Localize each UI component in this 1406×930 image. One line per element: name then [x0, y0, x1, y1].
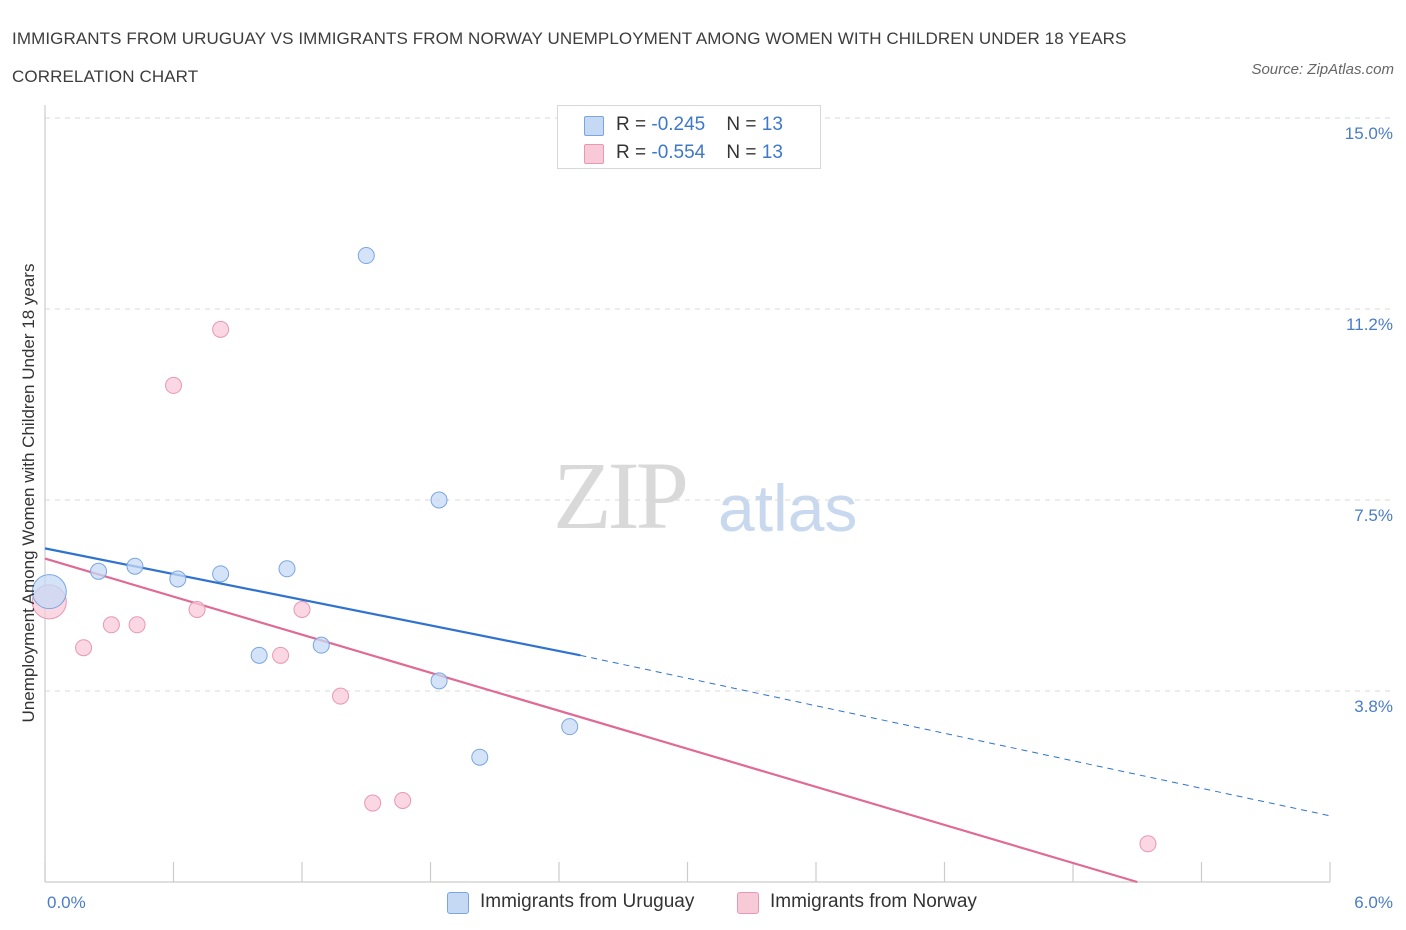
y-axis-label: Unemployment Among Women with Children U…	[19, 264, 38, 723]
norway-legend-label: Immigrants from Norway	[770, 891, 977, 912]
trend-lines	[44, 547, 1331, 884]
y-tick-label: 7.5%	[1354, 506, 1393, 525]
y-tick-label: 15.0%	[1345, 124, 1393, 143]
norway-point	[394, 792, 412, 810]
uruguay-legend-label: Immigrants from Uruguay	[480, 891, 695, 912]
uruguay-legend-swatch	[447, 892, 469, 914]
norway-point	[332, 687, 350, 705]
y-tick-label: 11.2%	[1346, 315, 1393, 334]
uruguay-point	[357, 247, 375, 265]
uruguay-point	[31, 574, 67, 610]
norway-point	[102, 616, 120, 634]
axes	[44, 105, 1331, 883]
uruguay-point	[430, 491, 448, 509]
r-label: R =	[616, 114, 652, 135]
norway-swatch	[584, 144, 604, 164]
n-label: N =	[726, 114, 762, 135]
y-tick-label: 3.8%	[1354, 697, 1393, 716]
uruguay-point	[312, 636, 330, 654]
n-label: N =	[726, 142, 762, 163]
uruguay-trend-extension	[580, 654, 1331, 817]
data-points	[31, 247, 1157, 853]
watermark-zip: ZIP	[553, 442, 689, 549]
correlation-legend: R = -0.245 N = 13 R = -0.554 N = 13	[557, 105, 821, 169]
x-tick-label-min: 0.0%	[47, 893, 86, 912]
tick-labels: 15.0% 11.2% 7.5% 3.8% 0.0% 6.0%	[47, 124, 1393, 912]
r-label: R =	[616, 142, 652, 163]
n-value-uruguay: 13	[761, 114, 783, 135]
legend-text-norway: R = -0.554 N = 13	[616, 139, 783, 167]
uruguay-point	[471, 748, 489, 766]
uruguay-point	[430, 672, 448, 690]
x-tick-label-max: 6.0%	[1354, 893, 1393, 912]
uruguay-trend-line	[44, 547, 581, 657]
uruguay-point	[561, 718, 579, 736]
norway-point	[128, 616, 146, 634]
norway-point	[188, 601, 206, 619]
uruguay-point	[90, 562, 108, 580]
uruguay-point	[169, 570, 187, 588]
norway-point	[364, 794, 382, 812]
uruguay-point	[212, 565, 230, 583]
norway-trend-line	[44, 557, 1138, 884]
uruguay-point	[126, 557, 144, 575]
chart-title: IMMIGRANTS FROM URUGUAY VS IMMIGRANTS FR…	[12, 29, 1127, 86]
norway-point	[1139, 835, 1157, 853]
r-value-norway: -0.554	[651, 142, 706, 163]
uruguay-swatch	[584, 116, 604, 136]
uruguay-point	[250, 646, 268, 664]
norway-point	[212, 320, 230, 338]
uruguay-point	[278, 560, 296, 578]
legend-text-uruguay: R = -0.245 N = 13	[616, 111, 783, 139]
norway-point	[293, 601, 311, 619]
n-value-norway: 13	[761, 142, 783, 163]
grid-lines	[45, 117, 1395, 692]
norway-point	[165, 376, 182, 394]
source-label: Source: ZipAtlas.com	[1251, 61, 1394, 78]
norway-point	[272, 646, 290, 664]
norway-point	[75, 639, 93, 657]
watermark-atlas: atlas	[718, 471, 858, 545]
r-value-uruguay: -0.245	[651, 114, 706, 135]
norway-legend-swatch	[737, 892, 759, 914]
